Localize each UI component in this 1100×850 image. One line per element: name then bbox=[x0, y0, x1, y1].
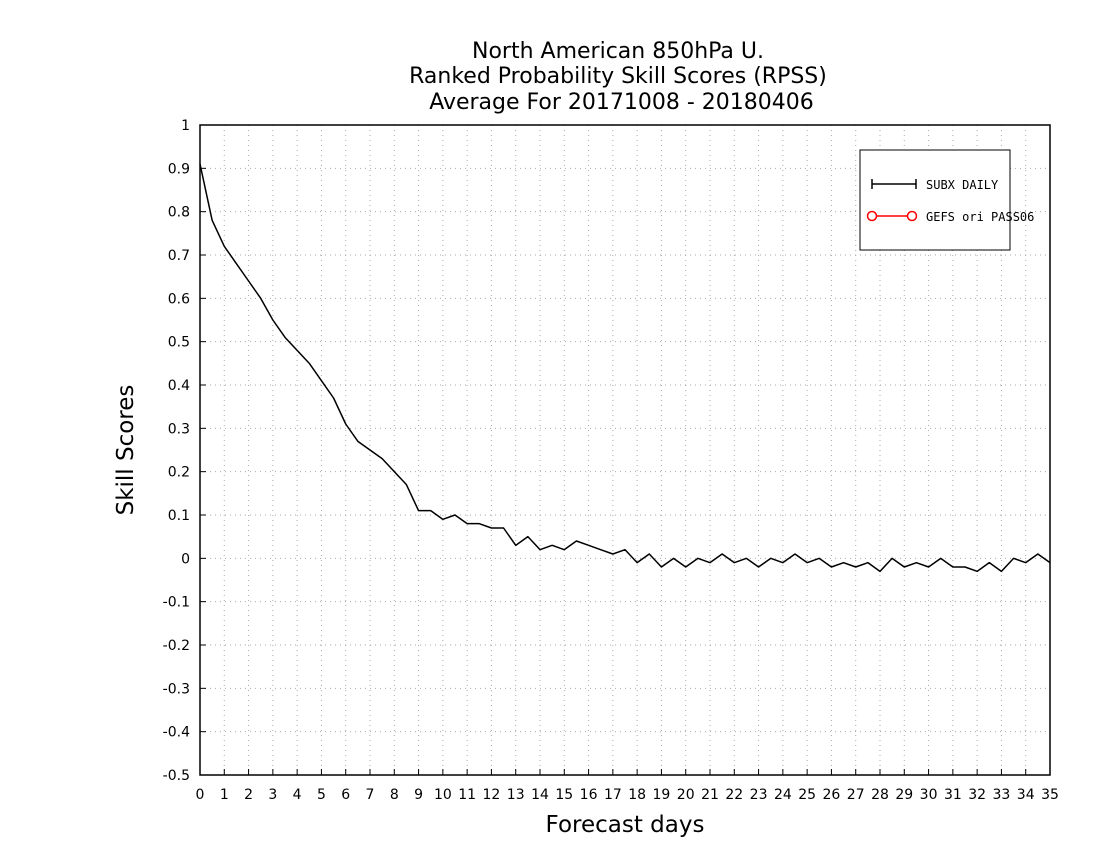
x-tick-label: 17 bbox=[604, 787, 622, 803]
x-tick-label: 3 bbox=[268, 787, 277, 803]
y-tick-label: 0.9 bbox=[168, 161, 190, 177]
x-tick-label: 24 bbox=[774, 787, 792, 803]
x-tick-label: 25 bbox=[798, 787, 816, 803]
x-tick-label: 13 bbox=[507, 787, 525, 803]
y-tick-label: 0.6 bbox=[168, 291, 190, 307]
plot-frame bbox=[199, 124, 1051, 776]
x-tick-label: 23 bbox=[750, 787, 768, 803]
x-tick-label: 4 bbox=[293, 787, 302, 803]
x-tick-label: 35 bbox=[1041, 787, 1059, 803]
x-tick-label: 14 bbox=[531, 787, 549, 803]
x-tick-label: 7 bbox=[366, 787, 375, 803]
y-tick-label: -0.4 bbox=[163, 725, 190, 741]
y-tick-label: 0 bbox=[181, 551, 190, 567]
x-tick-label: 2 bbox=[244, 787, 253, 803]
x-tick-label: 12 bbox=[483, 787, 501, 803]
y-tick-label: 1 bbox=[181, 118, 190, 134]
y-tick-label: 0.5 bbox=[168, 335, 190, 351]
x-tick-label: 5 bbox=[317, 787, 326, 803]
legend-label-2: GEFS ori PASS06 bbox=[926, 210, 1034, 224]
y-tick-label: 0.8 bbox=[168, 205, 190, 221]
legend: SUBX DAILY GEFS ori PASS06 bbox=[859, 149, 1034, 251]
x-tick-label: 33 bbox=[993, 787, 1011, 803]
y-tick-label: 0.2 bbox=[168, 465, 190, 481]
x-tick-label: 10 bbox=[434, 787, 452, 803]
x-axis: 0 1 2 3 4 5 6 7 8 9 10 11 12 13 14 15 16 17 18 19 20 21 22 23 24… bbox=[196, 769, 1059, 803]
x-tick-label: 6 bbox=[341, 787, 350, 803]
x-tick-label: 28 bbox=[871, 787, 889, 803]
y-tick-label: -0.5 bbox=[163, 768, 190, 784]
y-tick-label: -0.3 bbox=[163, 681, 190, 697]
x-tick-label: 30 bbox=[920, 787, 938, 803]
x-tick-label: 18 bbox=[628, 787, 646, 803]
series-line-1 bbox=[199, 163, 1051, 573]
x-tick-label: 32 bbox=[968, 787, 986, 803]
x-tick-label: 8 bbox=[390, 787, 399, 803]
x-tick-label: 22 bbox=[725, 787, 743, 803]
x-tick-label: 16 bbox=[580, 787, 598, 803]
legend-label-1: SUBX DAILY bbox=[926, 178, 999, 192]
y-tick-label: 0.3 bbox=[168, 421, 190, 437]
series-group bbox=[199, 163, 1051, 573]
title-line-3: Average For 20171008 - 20180406 bbox=[422, 90, 814, 115]
x-tick-label: 29 bbox=[895, 787, 913, 803]
y-tick-label: 0.4 bbox=[168, 378, 190, 394]
y-tick-label: -0.1 bbox=[163, 595, 190, 611]
x-tick-label: 27 bbox=[847, 787, 865, 803]
legend-marker-2a bbox=[866, 210, 878, 222]
x-tick-label: 11 bbox=[458, 787, 476, 803]
x-tick-label: 1 bbox=[220, 787, 229, 803]
title-line-2: Ranked Probability Skill Scores (RPSS) bbox=[409, 64, 827, 89]
x-axis-label: Forecast days bbox=[546, 812, 705, 838]
legend-marker-2b bbox=[906, 210, 918, 222]
x-tick-label: 15 bbox=[555, 787, 573, 803]
x-tick-label: 34 bbox=[1017, 787, 1035, 803]
x-tick-label: 20 bbox=[677, 787, 695, 803]
title-line-1: North American 850hPa U. bbox=[472, 39, 764, 64]
y-tick-label: 0.7 bbox=[168, 248, 190, 264]
grid bbox=[200, 125, 1050, 775]
y-tick-label: -0.2 bbox=[163, 638, 190, 654]
y-axis: 1 0.9 0.8 0.7 0.6 0.5 0.4 0.3 0.2 0.1 0 -0.1 -0.2 -0.… bbox=[163, 118, 206, 784]
x-tick-label: 21 bbox=[701, 787, 719, 803]
x-tick-label: 0 bbox=[196, 787, 205, 803]
legend-box bbox=[859, 149, 1011, 251]
y-tick-label: 0.1 bbox=[168, 508, 190, 524]
x-tick-label: 26 bbox=[823, 787, 841, 803]
x-tick-label: 19 bbox=[653, 787, 671, 803]
chart-title: North American 850hPa U. Ranked Probabil… bbox=[409, 39, 827, 115]
y-axis-label: Skill Scores bbox=[113, 385, 139, 516]
x-tick-label: 31 bbox=[944, 787, 962, 803]
x-tick-label: 9 bbox=[414, 787, 423, 803]
